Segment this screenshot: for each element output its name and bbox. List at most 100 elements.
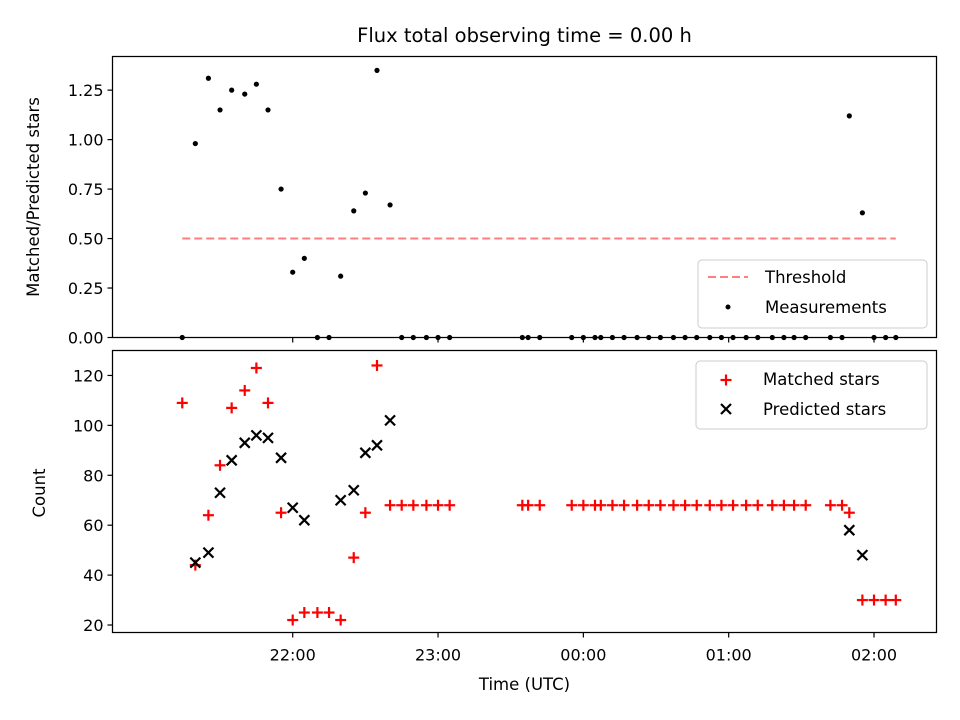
bottom-y-tick-label: 60	[83, 516, 103, 535]
matched-point	[752, 499, 764, 511]
predicted-point	[347, 484, 360, 497]
top-x-ticks	[292, 337, 875, 343]
predicted-point	[286, 501, 299, 514]
measurement-point	[278, 186, 284, 192]
matched-point	[359, 507, 371, 519]
matched-point	[766, 499, 778, 511]
matched-point	[824, 499, 836, 511]
matched-point	[667, 499, 679, 511]
bottom-y-tick-label: 40	[83, 566, 103, 585]
bottom-x-ticks: 22:00 23:00 00:00 01:00 02:00	[270, 632, 897, 665]
matched-point	[371, 359, 383, 371]
measurement-point	[205, 75, 212, 81]
matched-point	[868, 594, 880, 606]
matched-point	[691, 499, 703, 511]
predicted-point	[238, 437, 251, 449]
matched-point	[631, 499, 643, 511]
top-y-tick-label: 0.50	[68, 230, 104, 249]
x-tick-label: 01:00	[706, 646, 752, 665]
measurement-point	[374, 67, 380, 73]
matched-point	[522, 499, 534, 511]
predicted-point	[371, 439, 383, 452]
predicted-point	[225, 454, 238, 467]
matched-point	[420, 499, 432, 511]
measurement-point	[338, 273, 344, 279]
matched-point	[643, 499, 655, 511]
top-panel: 0.00 0.25 0.50 0.75 1.00 1.25 Matched/Predict…	[24, 55, 938, 348]
predicted-point	[334, 494, 347, 507]
x-tick-label: 02:00	[851, 646, 897, 665]
measurement-point	[362, 190, 368, 196]
matched-point	[323, 607, 335, 619]
matched-point	[566, 499, 578, 511]
predicted-point	[189, 556, 202, 569]
top-axes-frame	[111, 55, 938, 339]
predicted-legend-swatch	[720, 403, 732, 415]
matched-point	[836, 499, 848, 511]
top-y-ticks: 0.00 0.25 0.50 0.75 1.00 1.25	[68, 81, 113, 348]
predicted-point	[384, 414, 396, 427]
matched-point	[740, 499, 752, 511]
measurement-point	[229, 87, 235, 93]
matched-point	[202, 509, 214, 521]
x-tick-label: 22:00	[270, 646, 316, 665]
matched-point	[298, 607, 310, 619]
top-y-tick-label: 0.25	[68, 279, 104, 298]
predicted-legend-label: Predicted stars	[763, 400, 886, 419]
x-axis-label: Time (UTC)	[478, 675, 570, 694]
bottom-y-tick-label: 20	[83, 616, 103, 635]
predicted-point	[298, 514, 311, 526]
matched-legend-swatch	[720, 374, 732, 386]
chart-title: Flux total observing time = 0.00 h	[357, 24, 692, 47]
top-y-axis-label: Matched/Predicted stars	[24, 97, 43, 297]
predicted-point	[214, 486, 226, 499]
matched-point	[226, 402, 238, 414]
matched-point	[250, 362, 262, 374]
bottom-y-axis-label: Count	[30, 468, 49, 518]
matched-legend-label: Matched stars	[763, 370, 880, 389]
matched-point	[432, 499, 444, 511]
matched-point	[534, 499, 546, 511]
top-y-tick-label: 1.00	[68, 131, 104, 150]
bottom-plot-area	[176, 359, 902, 626]
predicted-point	[359, 447, 372, 459]
bottom-panel: 20 40 60 80 100 120 22:00 23:00 00:00 01:00 02:00…	[30, 349, 938, 694]
matched-point	[396, 499, 408, 511]
matched-point	[176, 397, 188, 409]
matched-point	[890, 594, 902, 606]
matched-point	[407, 499, 419, 511]
matched-point	[384, 499, 396, 511]
measurement-point	[192, 140, 198, 147]
matched-point	[654, 499, 666, 511]
measurement-point	[846, 113, 852, 119]
bottom-legend: Matched stars Predicted stars	[695, 360, 928, 430]
measurement-point	[351, 208, 357, 214]
matched-point	[606, 499, 618, 511]
matched-point	[275, 507, 287, 519]
matched-point	[348, 552, 360, 564]
matched-point	[262, 397, 274, 409]
matched-point	[856, 594, 868, 606]
top-y-tick-label: 0.00	[68, 329, 104, 348]
top-legend: Threshold Measurements	[697, 259, 928, 329]
measurements-legend-swatch	[725, 304, 731, 310]
matched-point	[444, 499, 456, 511]
top-y-tick-label: 0.75	[68, 180, 104, 199]
measurement-point	[290, 269, 296, 275]
matched-point	[880, 594, 892, 606]
x-tick-label: 23:00	[415, 646, 461, 665]
matched-point	[595, 499, 607, 511]
bottom-axes-frame	[111, 349, 938, 634]
matched-point	[311, 607, 323, 619]
measurement-point	[242, 91, 248, 97]
bottom-legend-box	[695, 360, 928, 430]
matched-point	[843, 507, 855, 519]
threshold-legend-label: Threshold	[764, 268, 846, 287]
measurement-point	[265, 107, 271, 113]
top-y-tick-label: 1.25	[68, 81, 104, 100]
matched-point	[715, 499, 727, 511]
bottom-y-tick-label: 120	[73, 366, 104, 385]
measurement-point	[253, 81, 259, 87]
bottom-y-tick-label: 80	[83, 466, 103, 485]
measurements-legend-label: Measurements	[765, 298, 887, 317]
